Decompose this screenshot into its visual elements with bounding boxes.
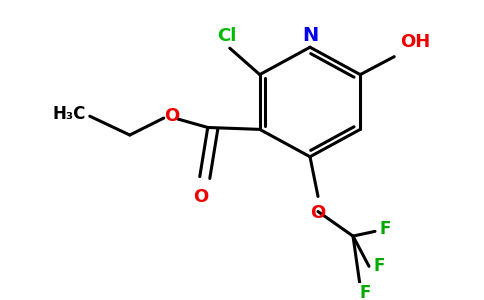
- Text: F: F: [379, 220, 391, 238]
- Text: H₃C: H₃C: [52, 105, 86, 123]
- Text: N: N: [302, 26, 318, 45]
- Text: Cl: Cl: [217, 27, 237, 45]
- Text: O: O: [164, 107, 180, 125]
- Text: OH: OH: [400, 33, 430, 51]
- Text: O: O: [310, 204, 326, 222]
- Text: O: O: [193, 188, 209, 206]
- Text: F: F: [359, 284, 371, 300]
- Text: F: F: [373, 257, 385, 275]
